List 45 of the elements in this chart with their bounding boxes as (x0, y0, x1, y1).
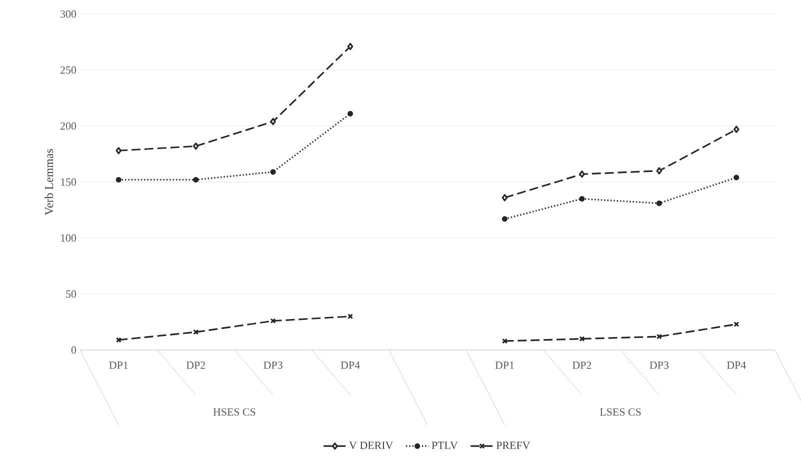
legend-label: PREFV (496, 442, 530, 450)
y-axis-title: Verb Lemmas (44, 149, 54, 216)
point (734, 174, 740, 180)
legend-label: PTLV (432, 442, 458, 450)
point (656, 334, 662, 340)
point (193, 329, 199, 335)
point (579, 170, 585, 178)
point (734, 126, 740, 133)
text: HSES CS (213, 408, 256, 416)
point (116, 337, 122, 343)
y-tick-label: 0 (71, 346, 76, 354)
point (270, 318, 276, 324)
point (656, 167, 662, 174)
y-tick-label: 100 (61, 234, 76, 242)
point (116, 147, 122, 154)
point (579, 336, 585, 342)
point (348, 314, 354, 320)
x-tick-label: DP4 (340, 362, 360, 369)
point (270, 118, 276, 126)
point (116, 176, 122, 183)
x-tick-label: DP4 (726, 362, 746, 369)
point (270, 169, 276, 175)
point (502, 194, 508, 202)
y-tick-label: 50 (66, 290, 76, 298)
x-tick-label: DP1 (495, 362, 514, 369)
x-tick-label: DP2 (186, 362, 205, 369)
x-tick-label: DP1 (109, 362, 128, 369)
point (347, 110, 354, 116)
point (347, 42, 354, 50)
point (502, 338, 508, 344)
y-tick-label: 250 (60, 66, 76, 74)
point (579, 196, 585, 202)
legend-label: V DERIV (349, 442, 394, 450)
y-tick-label: 200 (60, 122, 76, 130)
x-tick-label: DP3 (650, 362, 668, 369)
point (656, 200, 662, 206)
text: LSES CS (600, 408, 641, 416)
point (193, 176, 199, 183)
y-tick-label: 300 (60, 10, 76, 18)
point (192, 142, 199, 150)
x-tick-label: DP3 (264, 362, 282, 369)
point (502, 216, 508, 222)
x-tick-label: DP2 (572, 362, 592, 369)
y-tick-label: 150 (61, 178, 76, 186)
point (734, 321, 740, 328)
